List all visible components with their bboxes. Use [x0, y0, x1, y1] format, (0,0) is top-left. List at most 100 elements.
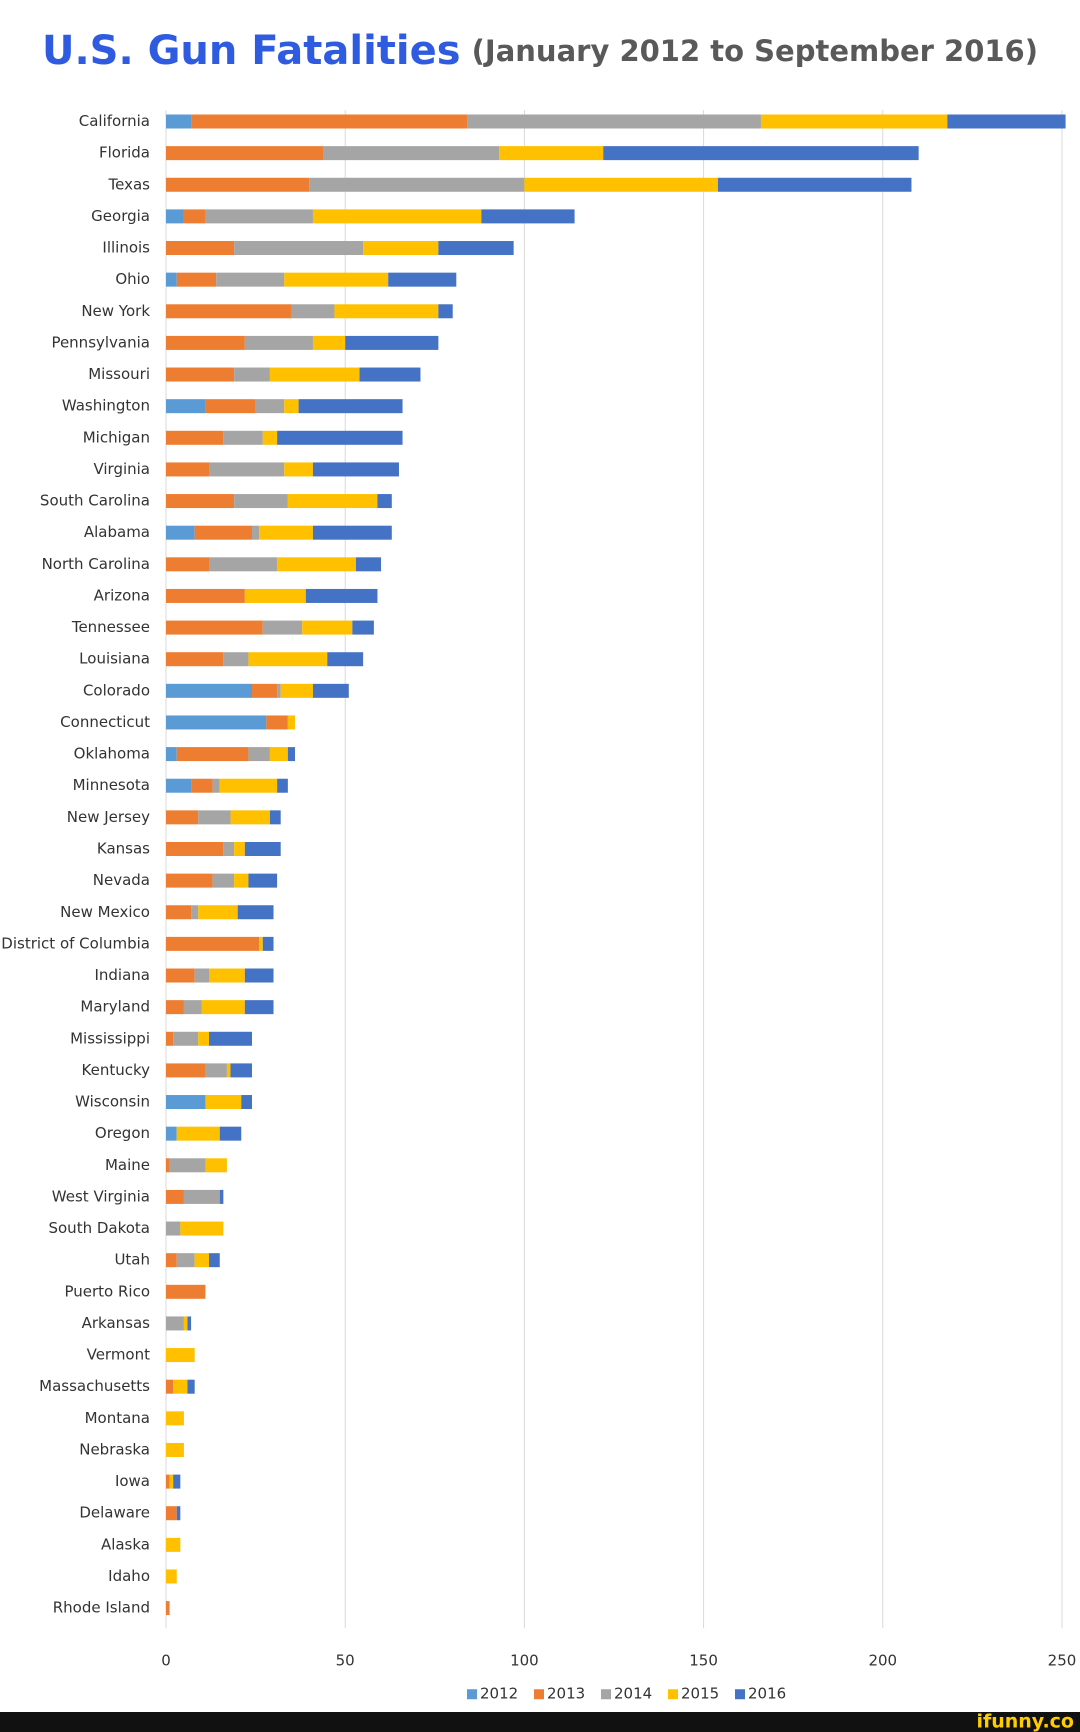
legend-label: 2015: [681, 1685, 719, 1703]
bar-segment: [230, 1063, 253, 1078]
bar-segment: [312, 335, 346, 350]
bar-segment: [438, 241, 514, 256]
bars: [166, 114, 1066, 1616]
y-tick-label: Nevada: [93, 871, 150, 889]
bar-segment: [234, 367, 270, 382]
bar-segment: [244, 335, 313, 350]
bar-segment: [166, 462, 210, 477]
bar-segment: [169, 1474, 174, 1489]
bar-segment: [237, 905, 274, 920]
bar-segment: [166, 494, 235, 509]
y-tick-label: Idaho: [108, 1567, 150, 1585]
y-tick-label: Nebraska: [79, 1440, 150, 1458]
y-tick-label: West Virginia: [52, 1187, 150, 1205]
bar-segment: [194, 525, 253, 540]
legend-swatch: [601, 1689, 611, 1700]
watermark: ifunny.co: [976, 1711, 1074, 1732]
footer-bar: [0, 1712, 1080, 1732]
bar-segment: [183, 1316, 188, 1331]
bar-segment: [209, 1253, 220, 1268]
y-tick-label: Missouri: [88, 365, 150, 383]
bar-segment: [284, 272, 389, 287]
y-tick-label: Maine: [105, 1156, 150, 1174]
bar-segment: [173, 1474, 181, 1489]
y-tick-label: Ohio: [115, 270, 150, 288]
bar-segment: [312, 209, 482, 224]
bar-segment: [187, 1316, 192, 1331]
legend-label: 2016: [748, 1685, 786, 1703]
bar-segment: [269, 747, 288, 762]
bar-segment: [166, 1000, 184, 1015]
bar-segment: [166, 810, 199, 825]
bar-segment: [166, 1126, 177, 1141]
bar-segment: [298, 399, 403, 414]
bar-segment: [266, 715, 288, 730]
bar-segment: [166, 304, 292, 319]
bar-segment: [166, 525, 195, 540]
bar-segment: [209, 557, 278, 572]
bar-segment: [760, 114, 948, 129]
bar-segment: [166, 114, 192, 129]
y-tick-label: Oregon: [95, 1124, 150, 1142]
bar-segment: [166, 968, 195, 983]
bar-segment: [312, 462, 399, 477]
bar-segment: [259, 936, 263, 951]
bar-segment: [244, 1000, 274, 1015]
bar-segment: [277, 683, 281, 698]
bar-segment: [194, 1253, 210, 1268]
bar-segment: [176, 1126, 220, 1141]
bar-segment: [244, 588, 306, 603]
bar-segment: [212, 778, 220, 793]
bar-segment: [166, 241, 235, 256]
legend-swatch: [668, 1689, 678, 1700]
bar-segment: [166, 1031, 174, 1046]
x-tick-label: 0: [161, 1652, 171, 1670]
bar-segment: [219, 1189, 224, 1204]
bar-segment: [176, 747, 249, 762]
y-tick-label: Michigan: [83, 428, 150, 446]
y-tick-label: Arkansas: [82, 1314, 151, 1332]
bar-segment: [355, 557, 382, 572]
bar-segment: [312, 683, 349, 698]
bar-segment: [244, 841, 281, 856]
y-tick-label: New York: [81, 302, 150, 320]
bar-segment: [205, 209, 313, 224]
y-tick-label: Wisconsin: [75, 1093, 150, 1111]
y-tick-label: Illinois: [102, 239, 150, 257]
y-tick-label: Colorado: [83, 681, 150, 699]
bar-segment: [305, 588, 378, 603]
bar-segment: [388, 272, 457, 287]
bar-segment: [205, 1095, 242, 1110]
y-tick-label: Arizona: [94, 586, 150, 604]
bar-segment: [345, 335, 439, 350]
bar-segment: [438, 304, 453, 319]
bar-segment: [252, 525, 260, 540]
grid: [165, 110, 1063, 1629]
bar-segment: [255, 399, 285, 414]
y-tick-label: Louisiana: [79, 650, 150, 668]
y-tick-label: District of Columbia: [1, 934, 150, 952]
y-tick-label: Maryland: [80, 998, 150, 1016]
bar-segment: [262, 620, 303, 635]
bar-segment: [277, 557, 356, 572]
bar-segment: [166, 1348, 195, 1363]
bar-segment: [166, 272, 177, 287]
legend-label: 2014: [614, 1685, 652, 1703]
bar-segment: [205, 1063, 227, 1078]
bar-segment: [284, 462, 313, 477]
bar-segment: [166, 177, 310, 192]
bar-segment: [277, 778, 288, 793]
bar-segment: [166, 588, 245, 603]
bar-segment: [248, 747, 270, 762]
bar-segment: [166, 146, 324, 161]
bar-segment: [219, 1126, 242, 1141]
bar-segment: [603, 146, 919, 161]
bar-segment: [309, 177, 525, 192]
y-tick-label: South Carolina: [40, 492, 150, 510]
y-tick-label: Alabama: [84, 523, 150, 541]
bar-segment: [166, 209, 184, 224]
x-tick-label: 200: [868, 1652, 897, 1670]
y-tick-label: Indiana: [94, 966, 150, 984]
y-tick-label: Rhode Island: [53, 1599, 150, 1617]
